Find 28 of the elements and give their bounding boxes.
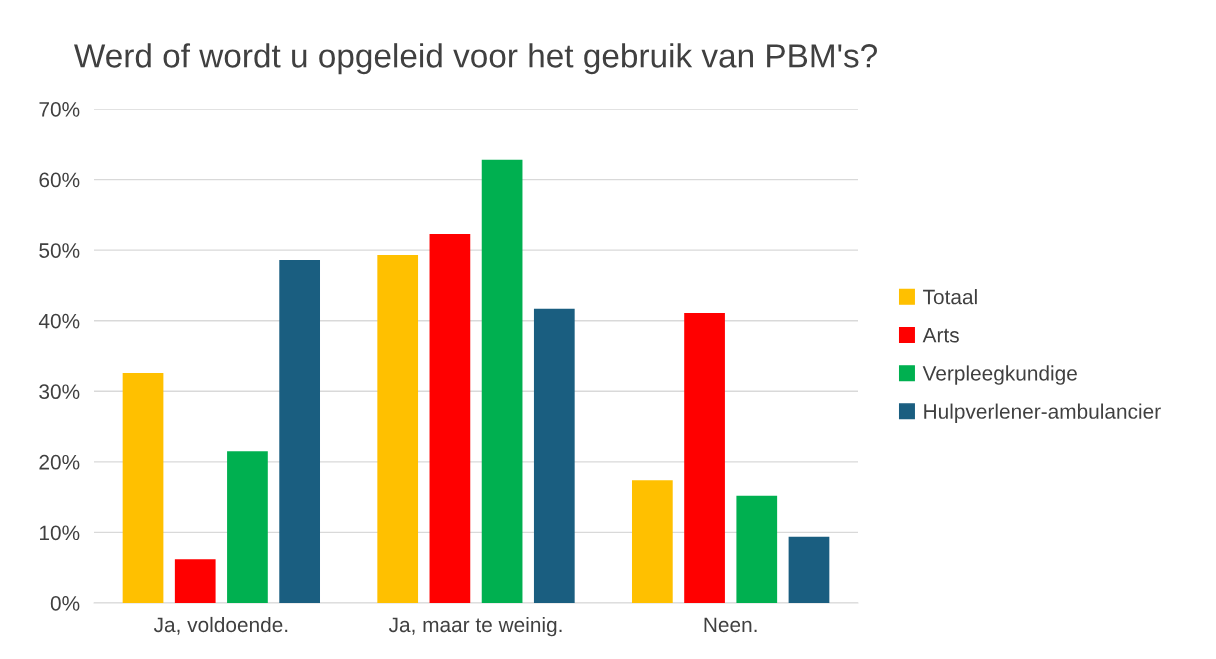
legend-label: Arts bbox=[922, 327, 959, 343]
legend-label: Hulpverlener-ambulancier bbox=[924, 403, 1161, 423]
chart-title: Werd of wordt u opgeleid voor het gebruik van PBM's? bbox=[74, 43, 877, 75]
bar bbox=[684, 312, 725, 603]
x-tick-label: Ja, maar te weinig. bbox=[388, 616, 562, 637]
bar bbox=[227, 451, 268, 603]
bar bbox=[377, 255, 419, 603]
y-tick-label: 10% bbox=[40, 525, 80, 541]
y-tick-label: 0% bbox=[50, 596, 80, 611]
y-tick-label: 20% bbox=[39, 454, 80, 470]
bar bbox=[533, 308, 575, 603]
y-tick-label: 30% bbox=[39, 384, 80, 400]
bar bbox=[632, 480, 673, 603]
bar bbox=[481, 159, 523, 603]
y-tick-label: 50% bbox=[39, 243, 80, 258]
bar bbox=[736, 495, 778, 603]
legend-label: Verpleegkundige bbox=[922, 365, 1077, 385]
bar bbox=[788, 536, 830, 603]
legend-label: Totaal bbox=[923, 289, 977, 305]
bar bbox=[122, 372, 164, 603]
y-tick-label: 40% bbox=[38, 313, 80, 329]
y-tick-label: 60% bbox=[39, 172, 80, 188]
y-tick-label: 70% bbox=[39, 102, 80, 117]
bar bbox=[429, 233, 471, 603]
x-tick-label: Neen. bbox=[704, 617, 757, 633]
bar bbox=[174, 559, 216, 603]
bar bbox=[279, 260, 320, 603]
x-tick-label: Ja, voldoende. bbox=[153, 616, 288, 635]
